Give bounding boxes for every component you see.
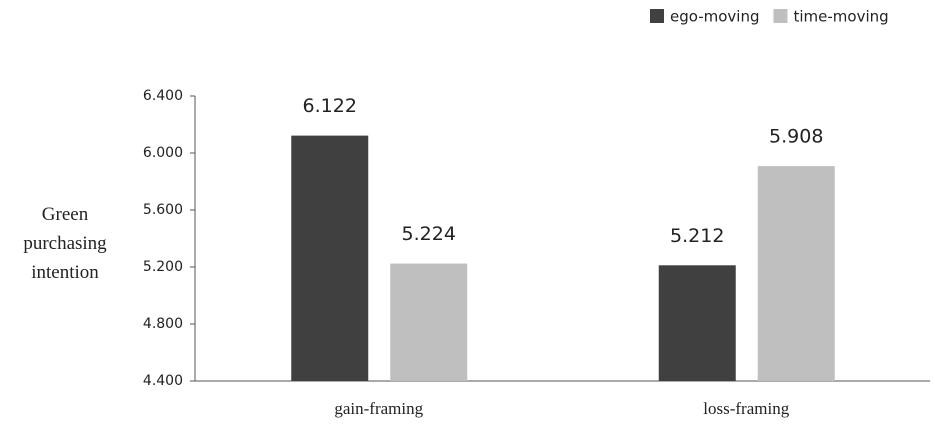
x-tick-label: gain-framing xyxy=(334,399,423,418)
legend-label: ego-moving xyxy=(670,8,759,26)
legend-label: time-moving xyxy=(793,8,888,26)
bar xyxy=(291,135,369,381)
y-axis-title: Green purchasing intention xyxy=(23,204,107,283)
data-label: 5.908 xyxy=(769,126,823,148)
y-tick-label: 4.400 xyxy=(143,373,183,389)
y-tick-label: 6.400 xyxy=(143,88,183,104)
y-tick-label: 5.200 xyxy=(143,259,183,275)
bar xyxy=(658,265,736,381)
legend-swatch xyxy=(773,9,788,23)
y-tick-label: 6.000 xyxy=(143,145,183,161)
legend-swatch xyxy=(650,9,664,23)
y-tick-label: 4.800 xyxy=(143,316,183,332)
bar xyxy=(757,166,835,381)
data-label: 6.122 xyxy=(303,95,357,117)
y-tick-label: 5.600 xyxy=(143,202,183,218)
x-tick-label: loss-framing xyxy=(703,399,789,418)
data-label: 5.212 xyxy=(670,225,724,247)
data-label: 5.224 xyxy=(402,223,456,245)
bar xyxy=(390,263,468,381)
